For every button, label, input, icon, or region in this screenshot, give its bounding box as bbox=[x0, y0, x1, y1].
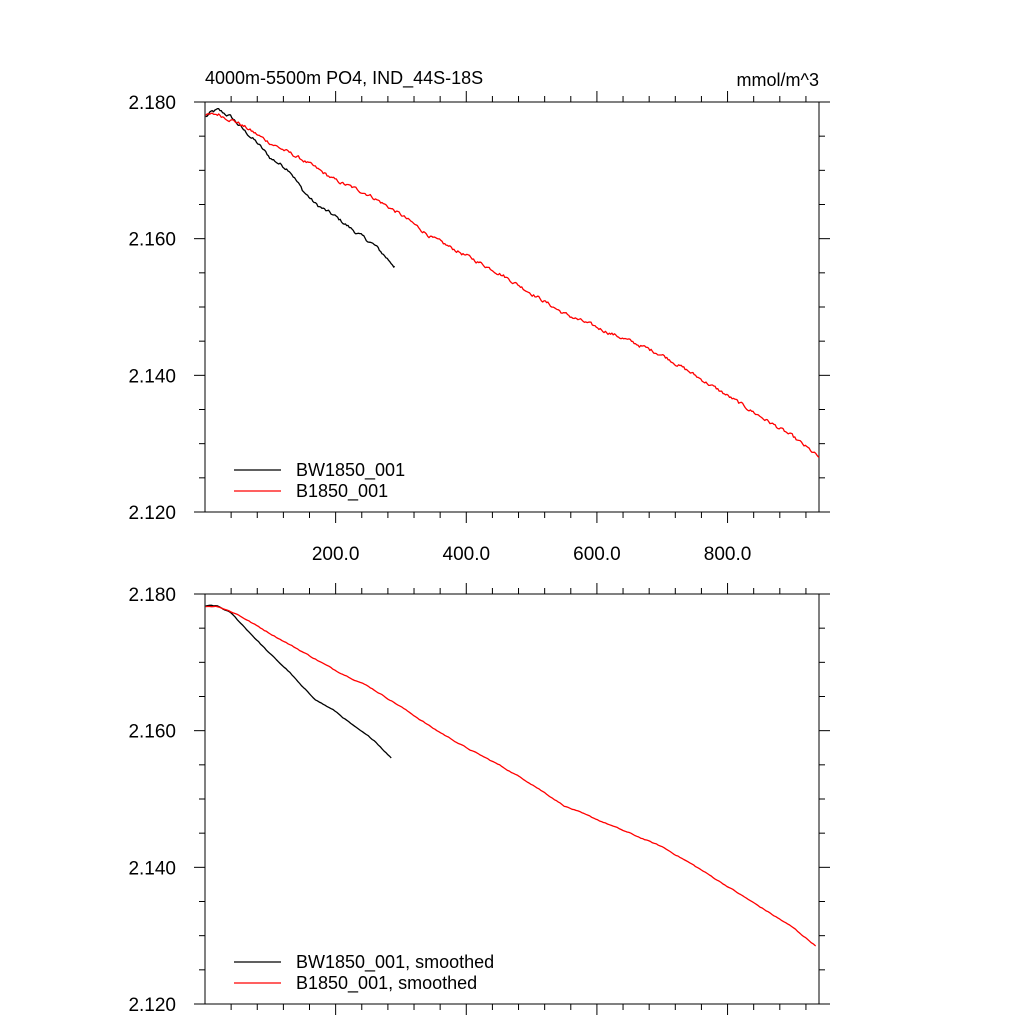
ticks bbox=[194, 91, 830, 523]
ticks bbox=[194, 583, 830, 1015]
series-line-1 bbox=[205, 112, 820, 458]
legend-label: B1850_001 bbox=[296, 481, 388, 502]
series-line-0 bbox=[205, 604, 392, 759]
plot-frame bbox=[204, 593, 820, 1005]
top-panel: 4000m-5500m PO4, IND_44S-18S mmol/m^3 2.… bbox=[128, 68, 830, 565]
y-tick-label: 2.120 bbox=[128, 995, 176, 1016]
legend-label: BW1850_001 bbox=[296, 460, 405, 481]
y-tick-label: 2.120 bbox=[128, 503, 176, 524]
series-line-1 bbox=[205, 605, 817, 947]
series-lines bbox=[205, 107, 820, 458]
y-tick-label: 2.180 bbox=[128, 93, 176, 114]
x-tick-label: 400.0 bbox=[443, 544, 491, 565]
bottom-panel: 2.120 2.140 2.160 2.180 BW1850_001, smoothe… bbox=[128, 583, 830, 1016]
y-tick-label: 2.140 bbox=[128, 858, 176, 879]
y-tick-label: 2.160 bbox=[128, 230, 176, 251]
y-tick-label: 2.140 bbox=[128, 366, 176, 387]
x-tick-label: 200.0 bbox=[312, 544, 360, 565]
units-label: mmol/m^3 bbox=[737, 70, 819, 90]
plot-frame bbox=[204, 101, 820, 513]
chart-title: 4000m-5500m PO4, IND_44S-18S bbox=[205, 68, 483, 89]
series-line-0 bbox=[205, 107, 395, 268]
x-tick-label: 600.0 bbox=[573, 544, 621, 565]
legend-label: BW1850_001, smoothed bbox=[296, 952, 494, 973]
legend-label: B1850_001, smoothed bbox=[296, 973, 477, 994]
tick-labels: 2.120 2.140 2.160 2.180 200.0 400.0 600.0 800.0 bbox=[128, 93, 751, 565]
x-tick-label: 800.0 bbox=[704, 544, 752, 565]
y-tick-label: 2.180 bbox=[128, 585, 176, 606]
y-tick-label: 2.160 bbox=[128, 722, 176, 743]
series-lines bbox=[205, 604, 817, 947]
tick-labels: 2.120 2.140 2.160 2.180 bbox=[128, 585, 176, 1016]
